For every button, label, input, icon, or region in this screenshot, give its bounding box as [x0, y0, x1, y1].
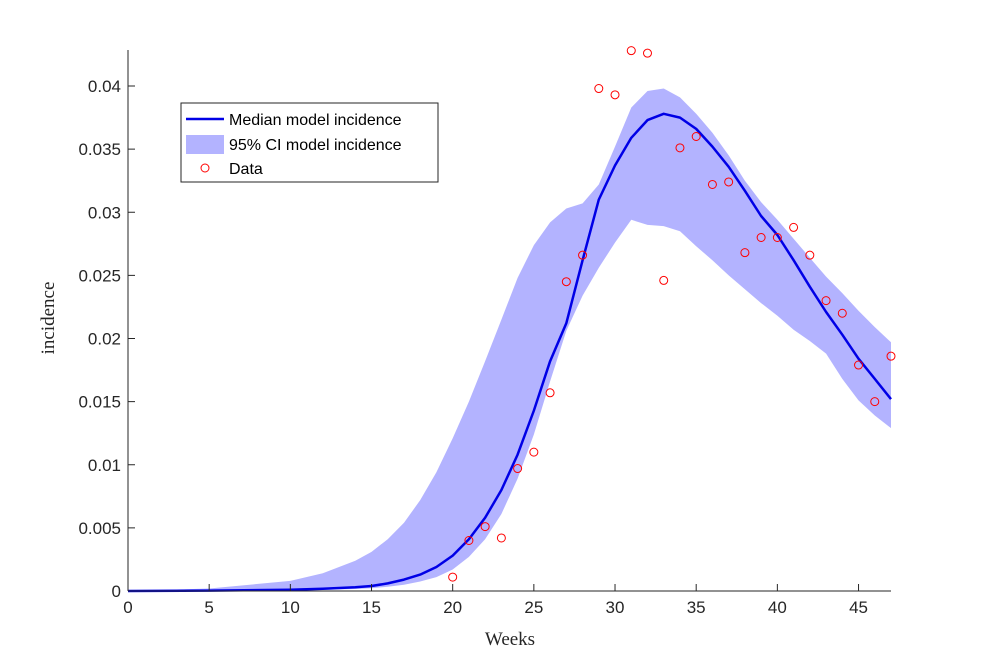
y-tick-label: 0.005 — [78, 519, 121, 538]
data-point — [513, 464, 523, 474]
x-tick-label: 10 — [281, 598, 300, 617]
data-point — [578, 250, 588, 260]
data-point — [724, 177, 734, 187]
data-point — [610, 90, 620, 100]
x-axis-title: Weeks — [485, 629, 535, 650]
y-ticks: 0 0.005 0.01 0.015 0.02 0.025 0.03 0.035 0.04 — [78, 77, 135, 601]
ci-band — [128, 88, 891, 591]
x-tick-label: 25 — [524, 598, 543, 617]
x-ticks: 0 5 10 15 20 25 30 35 40 45 — [123, 584, 868, 617]
y-tick-label: 0.01 — [88, 456, 121, 475]
x-tick-label: 15 — [362, 598, 381, 617]
data-point — [480, 522, 490, 532]
y-tick-label: 0.025 — [78, 266, 121, 285]
data-point — [529, 447, 539, 457]
x-tick-label: 20 — [443, 598, 462, 617]
data-point — [756, 233, 766, 242]
legend-label-data: Data — [229, 161, 263, 178]
data-point — [691, 132, 701, 141]
x-tick-label: 35 — [687, 598, 706, 617]
data-point — [561, 277, 571, 287]
x-tick-label: 45 — [849, 598, 868, 617]
data-point — [496, 533, 506, 543]
x-tick-label: 30 — [606, 598, 625, 617]
data-point — [675, 143, 685, 153]
legend-label-median: Median model incidence — [229, 112, 402, 129]
data-point — [448, 572, 458, 582]
x-tick-label: 0 — [123, 598, 132, 617]
plot-area — [127, 46, 896, 593]
data-point — [772, 233, 782, 242]
y-tick-label: 0.03 — [88, 203, 121, 222]
data-point — [642, 48, 652, 58]
data-point — [821, 296, 831, 306]
data-point — [659, 275, 669, 285]
y-tick-label: 0.015 — [78, 393, 121, 412]
data-point — [464, 536, 474, 545]
data-point — [854, 360, 864, 370]
data-point — [740, 248, 750, 258]
data-point — [626, 46, 636, 56]
legend-label-ci: 95% CI model incidence — [229, 137, 402, 154]
data-point — [545, 388, 555, 398]
y-tick-label: 0.02 — [88, 330, 121, 349]
legend-data-swatch — [200, 163, 210, 173]
x-tick-label: 5 — [204, 598, 213, 617]
y-axis-title: incidence — [38, 282, 59, 355]
x-tick-label: 40 — [768, 598, 787, 617]
data-markers — [448, 46, 896, 582]
axes: 0 5 10 15 20 25 30 35 40 45 0 0.005 0.01 0.015 0.02 0.… — [78, 50, 891, 617]
legend-ci-swatch — [186, 135, 224, 154]
data-point — [886, 351, 896, 361]
legend: Median model incidence 95% CI model inci… — [180, 102, 439, 183]
y-tick-label: 0 — [112, 582, 121, 601]
data-point — [805, 250, 815, 260]
data-point — [870, 397, 880, 407]
data-point — [837, 308, 847, 318]
data-point — [594, 84, 604, 94]
median-line — [127, 112, 892, 593]
y-tick-label: 0.035 — [78, 140, 121, 159]
data-point — [707, 179, 717, 189]
y-tick-label: 0.04 — [88, 77, 121, 96]
data-point — [789, 222, 799, 232]
